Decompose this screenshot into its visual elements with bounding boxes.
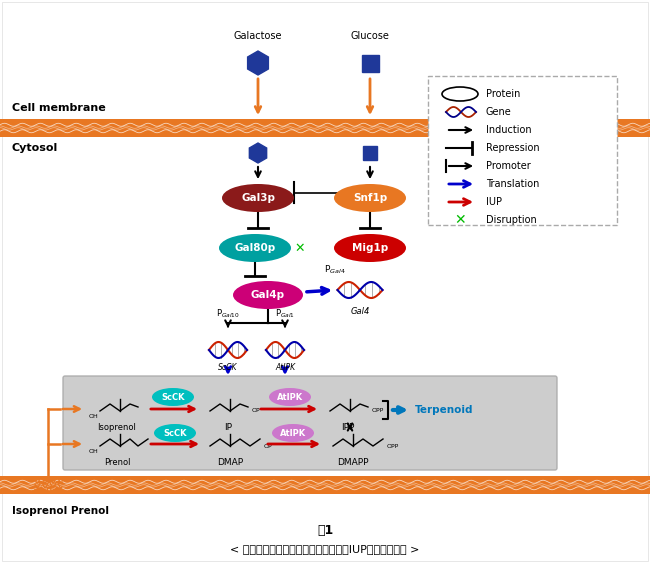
Text: P$_{Gal10}$: P$_{Gal10}$	[216, 307, 240, 320]
Text: P$_{Gal1}$: P$_{Gal1}$	[275, 307, 295, 320]
Text: ScCK: ScCK	[161, 392, 185, 401]
Text: OPP: OPP	[372, 409, 384, 413]
Text: ScCK: ScCK	[163, 428, 187, 437]
Ellipse shape	[334, 184, 406, 212]
Text: Gal4: Gal4	[350, 307, 370, 316]
Text: OH: OH	[88, 414, 98, 419]
Text: IPP: IPP	[341, 423, 355, 432]
Text: Gal3p: Gal3p	[241, 193, 275, 203]
Text: AtIPK: AtIPK	[275, 363, 295, 372]
Text: Cytosol: Cytosol	[12, 143, 58, 153]
Text: OP: OP	[264, 444, 272, 449]
Text: AtIPK: AtIPK	[280, 428, 306, 437]
Bar	[0, 119, 650, 137]
Text: P$_{Gal4}$: P$_{Gal4}$	[324, 263, 346, 276]
Ellipse shape	[272, 424, 314, 442]
FancyBboxPatch shape	[428, 76, 617, 225]
Text: Snf1p: Snf1p	[353, 193, 387, 203]
Bar	[0, 476, 650, 494]
FancyBboxPatch shape	[63, 376, 557, 470]
Text: OPP: OPP	[387, 444, 399, 449]
Ellipse shape	[154, 424, 196, 442]
Text: OH: OH	[88, 449, 98, 454]
Text: OP: OP	[252, 409, 261, 413]
Ellipse shape	[442, 87, 478, 101]
Text: Protein: Protein	[486, 89, 521, 99]
Text: Gal4p: Gal4p	[251, 290, 285, 300]
Text: AtIPK: AtIPK	[277, 392, 303, 401]
Text: ScCK: ScCK	[218, 363, 238, 372]
Bar	[363, 146, 377, 160]
Text: Disruption: Disruption	[486, 215, 537, 225]
Bar	[361, 55, 378, 72]
Text: Glucose: Glucose	[350, 31, 389, 41]
Polygon shape	[250, 143, 266, 163]
Text: Mig1p: Mig1p	[352, 243, 388, 253]
Text: Galactose: Galactose	[234, 31, 282, 41]
Ellipse shape	[334, 234, 406, 262]
Text: Isoprenol Prenol: Isoprenol Prenol	[12, 506, 109, 516]
Text: IUP: IUP	[486, 197, 502, 207]
Text: Repression: Repression	[486, 143, 540, 153]
Text: Promoter: Promoter	[486, 161, 531, 171]
Ellipse shape	[222, 184, 294, 212]
Text: 图1: 图1	[317, 525, 333, 538]
Text: Gal80p: Gal80p	[235, 243, 276, 253]
Text: Terpenoid: Terpenoid	[415, 405, 473, 415]
Text: ✕: ✕	[294, 242, 305, 254]
Ellipse shape	[233, 281, 303, 309]
Text: Gene: Gene	[486, 107, 512, 117]
Text: IP: IP	[224, 423, 232, 432]
Text: Cell membrane: Cell membrane	[12, 103, 106, 113]
Ellipse shape	[219, 234, 291, 262]
Ellipse shape	[269, 388, 311, 406]
Text: Prenol: Prenol	[104, 458, 130, 467]
Text: Induction: Induction	[486, 125, 532, 135]
Text: ✕: ✕	[454, 213, 466, 227]
Ellipse shape	[152, 388, 194, 406]
Text: Isoprenol: Isoprenol	[98, 423, 136, 432]
Polygon shape	[248, 51, 268, 75]
Text: DMAPP: DMAPP	[337, 458, 369, 467]
Text: < 在酿酒酵母中构建基于葡萄糖控制的IUP途径表达系统 >: < 在酿酒酵母中构建基于葡萄糖控制的IUP途径表达系统 >	[230, 544, 420, 554]
Text: Translation: Translation	[486, 179, 540, 189]
Text: DMAP: DMAP	[217, 458, 243, 467]
